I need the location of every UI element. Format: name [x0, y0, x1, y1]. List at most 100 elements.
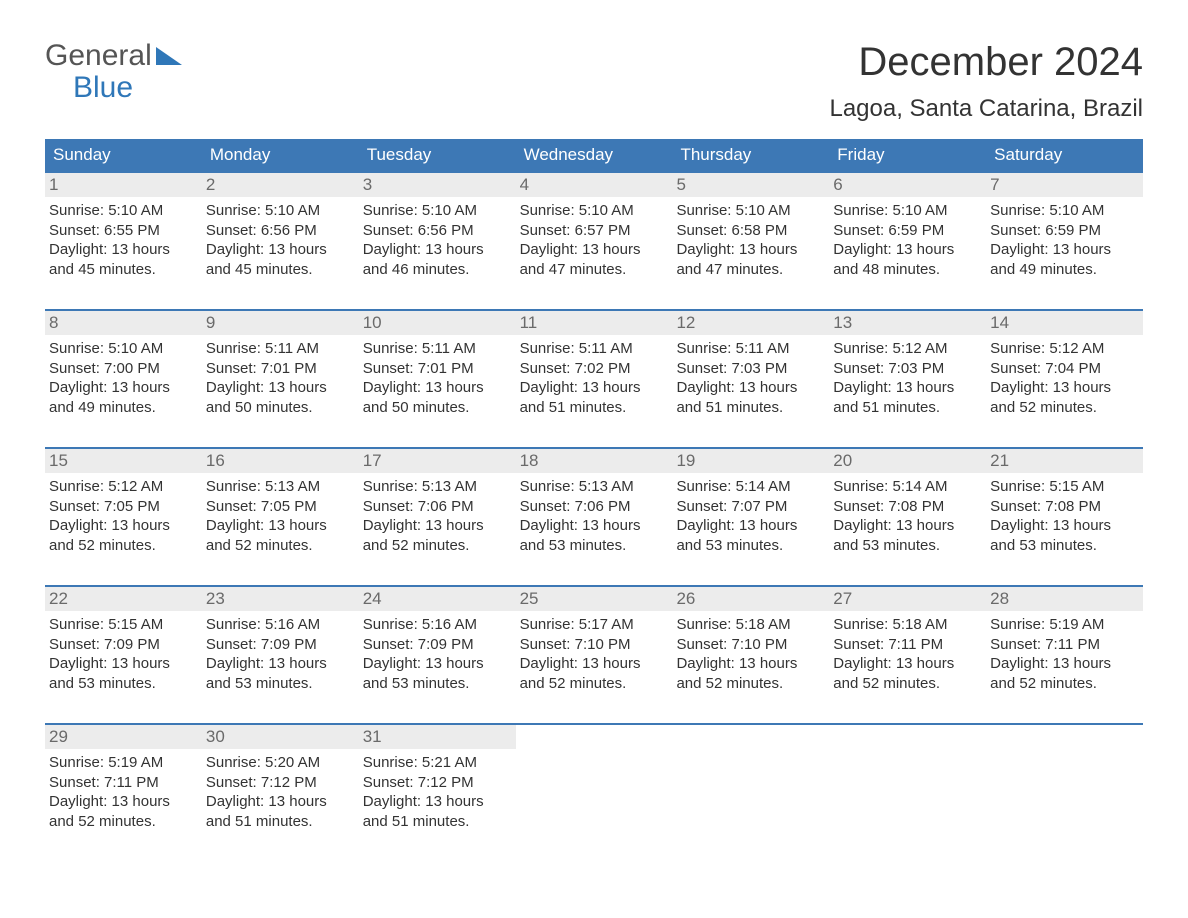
day-number: 2	[202, 173, 359, 197]
calendar-cell: 4Sunrise: 5:10 AMSunset: 6:57 PMDaylight…	[516, 173, 673, 295]
day-detail-line: and 52 minutes.	[990, 398, 1137, 418]
day-detail-line: Sunrise: 5:19 AM	[49, 753, 196, 773]
day-detail-line: Daylight: 13 hours	[363, 240, 510, 260]
day-details: Sunrise: 5:10 AMSunset: 6:55 PMDaylight:…	[45, 197, 202, 283]
day-number: 21	[986, 449, 1143, 473]
day-details: Sunrise: 5:16 AMSunset: 7:09 PMDaylight:…	[359, 611, 516, 697]
calendar-cell: 20Sunrise: 5:14 AMSunset: 7:08 PMDayligh…	[829, 449, 986, 571]
day-detail-line: Daylight: 13 hours	[206, 378, 353, 398]
day-details: Sunrise: 5:10 AMSunset: 7:00 PMDaylight:…	[45, 335, 202, 421]
day-detail-line: Sunrise: 5:10 AM	[49, 339, 196, 359]
day-header-cell: Friday	[829, 139, 986, 171]
day-details: Sunrise: 5:12 AMSunset: 7:04 PMDaylight:…	[986, 335, 1143, 421]
calendar-week: 22Sunrise: 5:15 AMSunset: 7:09 PMDayligh…	[45, 585, 1143, 709]
day-detail-line: Daylight: 13 hours	[676, 654, 823, 674]
day-detail-line: Sunrise: 5:14 AM	[676, 477, 823, 497]
calendar-week: 15Sunrise: 5:12 AMSunset: 7:05 PMDayligh…	[45, 447, 1143, 571]
day-detail-line: Sunrise: 5:12 AM	[49, 477, 196, 497]
day-number: 14	[986, 311, 1143, 335]
day-number: 26	[672, 587, 829, 611]
day-detail-line: Sunset: 7:01 PM	[206, 359, 353, 379]
day-number: 16	[202, 449, 359, 473]
day-details: Sunrise: 5:17 AMSunset: 7:10 PMDaylight:…	[516, 611, 673, 697]
day-detail-line: Sunset: 7:11 PM	[990, 635, 1137, 655]
day-detail-line: Sunrise: 5:15 AM	[49, 615, 196, 635]
page-header: General Blue December 2024 Lagoa, Santa …	[45, 40, 1143, 123]
day-details: Sunrise: 5:11 AMSunset: 7:01 PMDaylight:…	[359, 335, 516, 421]
day-details: Sunrise: 5:10 AMSunset: 6:56 PMDaylight:…	[359, 197, 516, 283]
day-details: Sunrise: 5:18 AMSunset: 7:11 PMDaylight:…	[829, 611, 986, 697]
day-detail-line: and 51 minutes.	[833, 398, 980, 418]
day-details: Sunrise: 5:21 AMSunset: 7:12 PMDaylight:…	[359, 749, 516, 835]
logo-word-general: General	[45, 40, 152, 72]
day-detail-line: Sunrise: 5:10 AM	[833, 201, 980, 221]
calendar-cell: 23Sunrise: 5:16 AMSunset: 7:09 PMDayligh…	[202, 587, 359, 709]
day-detail-line: Sunrise: 5:10 AM	[206, 201, 353, 221]
day-detail-line: Sunset: 7:03 PM	[676, 359, 823, 379]
day-detail-line: Sunrise: 5:21 AM	[363, 753, 510, 773]
day-details: Sunrise: 5:14 AMSunset: 7:08 PMDaylight:…	[829, 473, 986, 559]
day-detail-line: Daylight: 13 hours	[520, 240, 667, 260]
day-detail-line: Daylight: 13 hours	[49, 378, 196, 398]
day-number	[516, 725, 673, 749]
day-detail-line: Sunset: 7:02 PM	[520, 359, 667, 379]
day-detail-line: Daylight: 13 hours	[363, 792, 510, 812]
day-detail-line: and 51 minutes.	[520, 398, 667, 418]
day-number: 30	[202, 725, 359, 749]
day-detail-line: Sunrise: 5:20 AM	[206, 753, 353, 773]
day-detail-line: and 52 minutes.	[520, 674, 667, 694]
calendar-cell: 26Sunrise: 5:18 AMSunset: 7:10 PMDayligh…	[672, 587, 829, 709]
day-detail-line: Daylight: 13 hours	[363, 516, 510, 536]
calendar-cell: 17Sunrise: 5:13 AMSunset: 7:06 PMDayligh…	[359, 449, 516, 571]
day-detail-line: and 53 minutes.	[206, 674, 353, 694]
day-number	[829, 725, 986, 749]
calendar-cell: 9Sunrise: 5:11 AMSunset: 7:01 PMDaylight…	[202, 311, 359, 433]
day-detail-line: Sunset: 6:59 PM	[833, 221, 980, 241]
day-header-row: SundayMondayTuesdayWednesdayThursdayFrid…	[45, 139, 1143, 171]
day-details: Sunrise: 5:10 AMSunset: 6:59 PMDaylight:…	[829, 197, 986, 283]
day-number: 27	[829, 587, 986, 611]
calendar-cell: 30Sunrise: 5:20 AMSunset: 7:12 PMDayligh…	[202, 725, 359, 847]
calendar-week: 29Sunrise: 5:19 AMSunset: 7:11 PMDayligh…	[45, 723, 1143, 847]
day-details: Sunrise: 5:10 AMSunset: 6:59 PMDaylight:…	[986, 197, 1143, 283]
day-detail-line: Sunset: 6:58 PM	[676, 221, 823, 241]
day-number: 1	[45, 173, 202, 197]
day-detail-line: Sunset: 7:07 PM	[676, 497, 823, 517]
day-details: Sunrise: 5:15 AMSunset: 7:08 PMDaylight:…	[986, 473, 1143, 559]
day-detail-line: Sunset: 7:09 PM	[49, 635, 196, 655]
calendar-cell: 29Sunrise: 5:19 AMSunset: 7:11 PMDayligh…	[45, 725, 202, 847]
day-detail-line: Daylight: 13 hours	[676, 378, 823, 398]
day-number: 15	[45, 449, 202, 473]
day-detail-line: Sunset: 6:55 PM	[49, 221, 196, 241]
day-details: Sunrise: 5:11 AMSunset: 7:02 PMDaylight:…	[516, 335, 673, 421]
day-detail-line: and 49 minutes.	[990, 260, 1137, 280]
day-details: Sunrise: 5:15 AMSunset: 7:09 PMDaylight:…	[45, 611, 202, 697]
day-details: Sunrise: 5:14 AMSunset: 7:07 PMDaylight:…	[672, 473, 829, 559]
day-number: 8	[45, 311, 202, 335]
day-detail-line: Sunrise: 5:10 AM	[49, 201, 196, 221]
day-details: Sunrise: 5:10 AMSunset: 6:57 PMDaylight:…	[516, 197, 673, 283]
day-number: 24	[359, 587, 516, 611]
day-number: 4	[516, 173, 673, 197]
day-details: Sunrise: 5:13 AMSunset: 7:06 PMDaylight:…	[516, 473, 673, 559]
calendar-cell: 8Sunrise: 5:10 AMSunset: 7:00 PMDaylight…	[45, 311, 202, 433]
calendar: SundayMondayTuesdayWednesdayThursdayFrid…	[45, 139, 1143, 847]
calendar-week: 8Sunrise: 5:10 AMSunset: 7:00 PMDaylight…	[45, 309, 1143, 433]
day-number: 18	[516, 449, 673, 473]
day-detail-line: Sunrise: 5:11 AM	[363, 339, 510, 359]
day-detail-line: and 50 minutes.	[363, 398, 510, 418]
calendar-cell: 18Sunrise: 5:13 AMSunset: 7:06 PMDayligh…	[516, 449, 673, 571]
calendar-week: 1Sunrise: 5:10 AMSunset: 6:55 PMDaylight…	[45, 171, 1143, 295]
calendar-cell: 3Sunrise: 5:10 AMSunset: 6:56 PMDaylight…	[359, 173, 516, 295]
day-details: Sunrise: 5:18 AMSunset: 7:10 PMDaylight:…	[672, 611, 829, 697]
day-details: Sunrise: 5:20 AMSunset: 7:12 PMDaylight:…	[202, 749, 359, 835]
title-month: December 2024	[829, 40, 1143, 85]
day-detail-line: Sunset: 6:59 PM	[990, 221, 1137, 241]
day-detail-line: Sunrise: 5:13 AM	[520, 477, 667, 497]
day-detail-line: Daylight: 13 hours	[833, 378, 980, 398]
day-detail-line: Sunset: 7:06 PM	[363, 497, 510, 517]
day-detail-line: Daylight: 13 hours	[833, 240, 980, 260]
day-detail-line: and 50 minutes.	[206, 398, 353, 418]
day-detail-line: and 51 minutes.	[363, 812, 510, 832]
day-detail-line: Sunset: 7:03 PM	[833, 359, 980, 379]
